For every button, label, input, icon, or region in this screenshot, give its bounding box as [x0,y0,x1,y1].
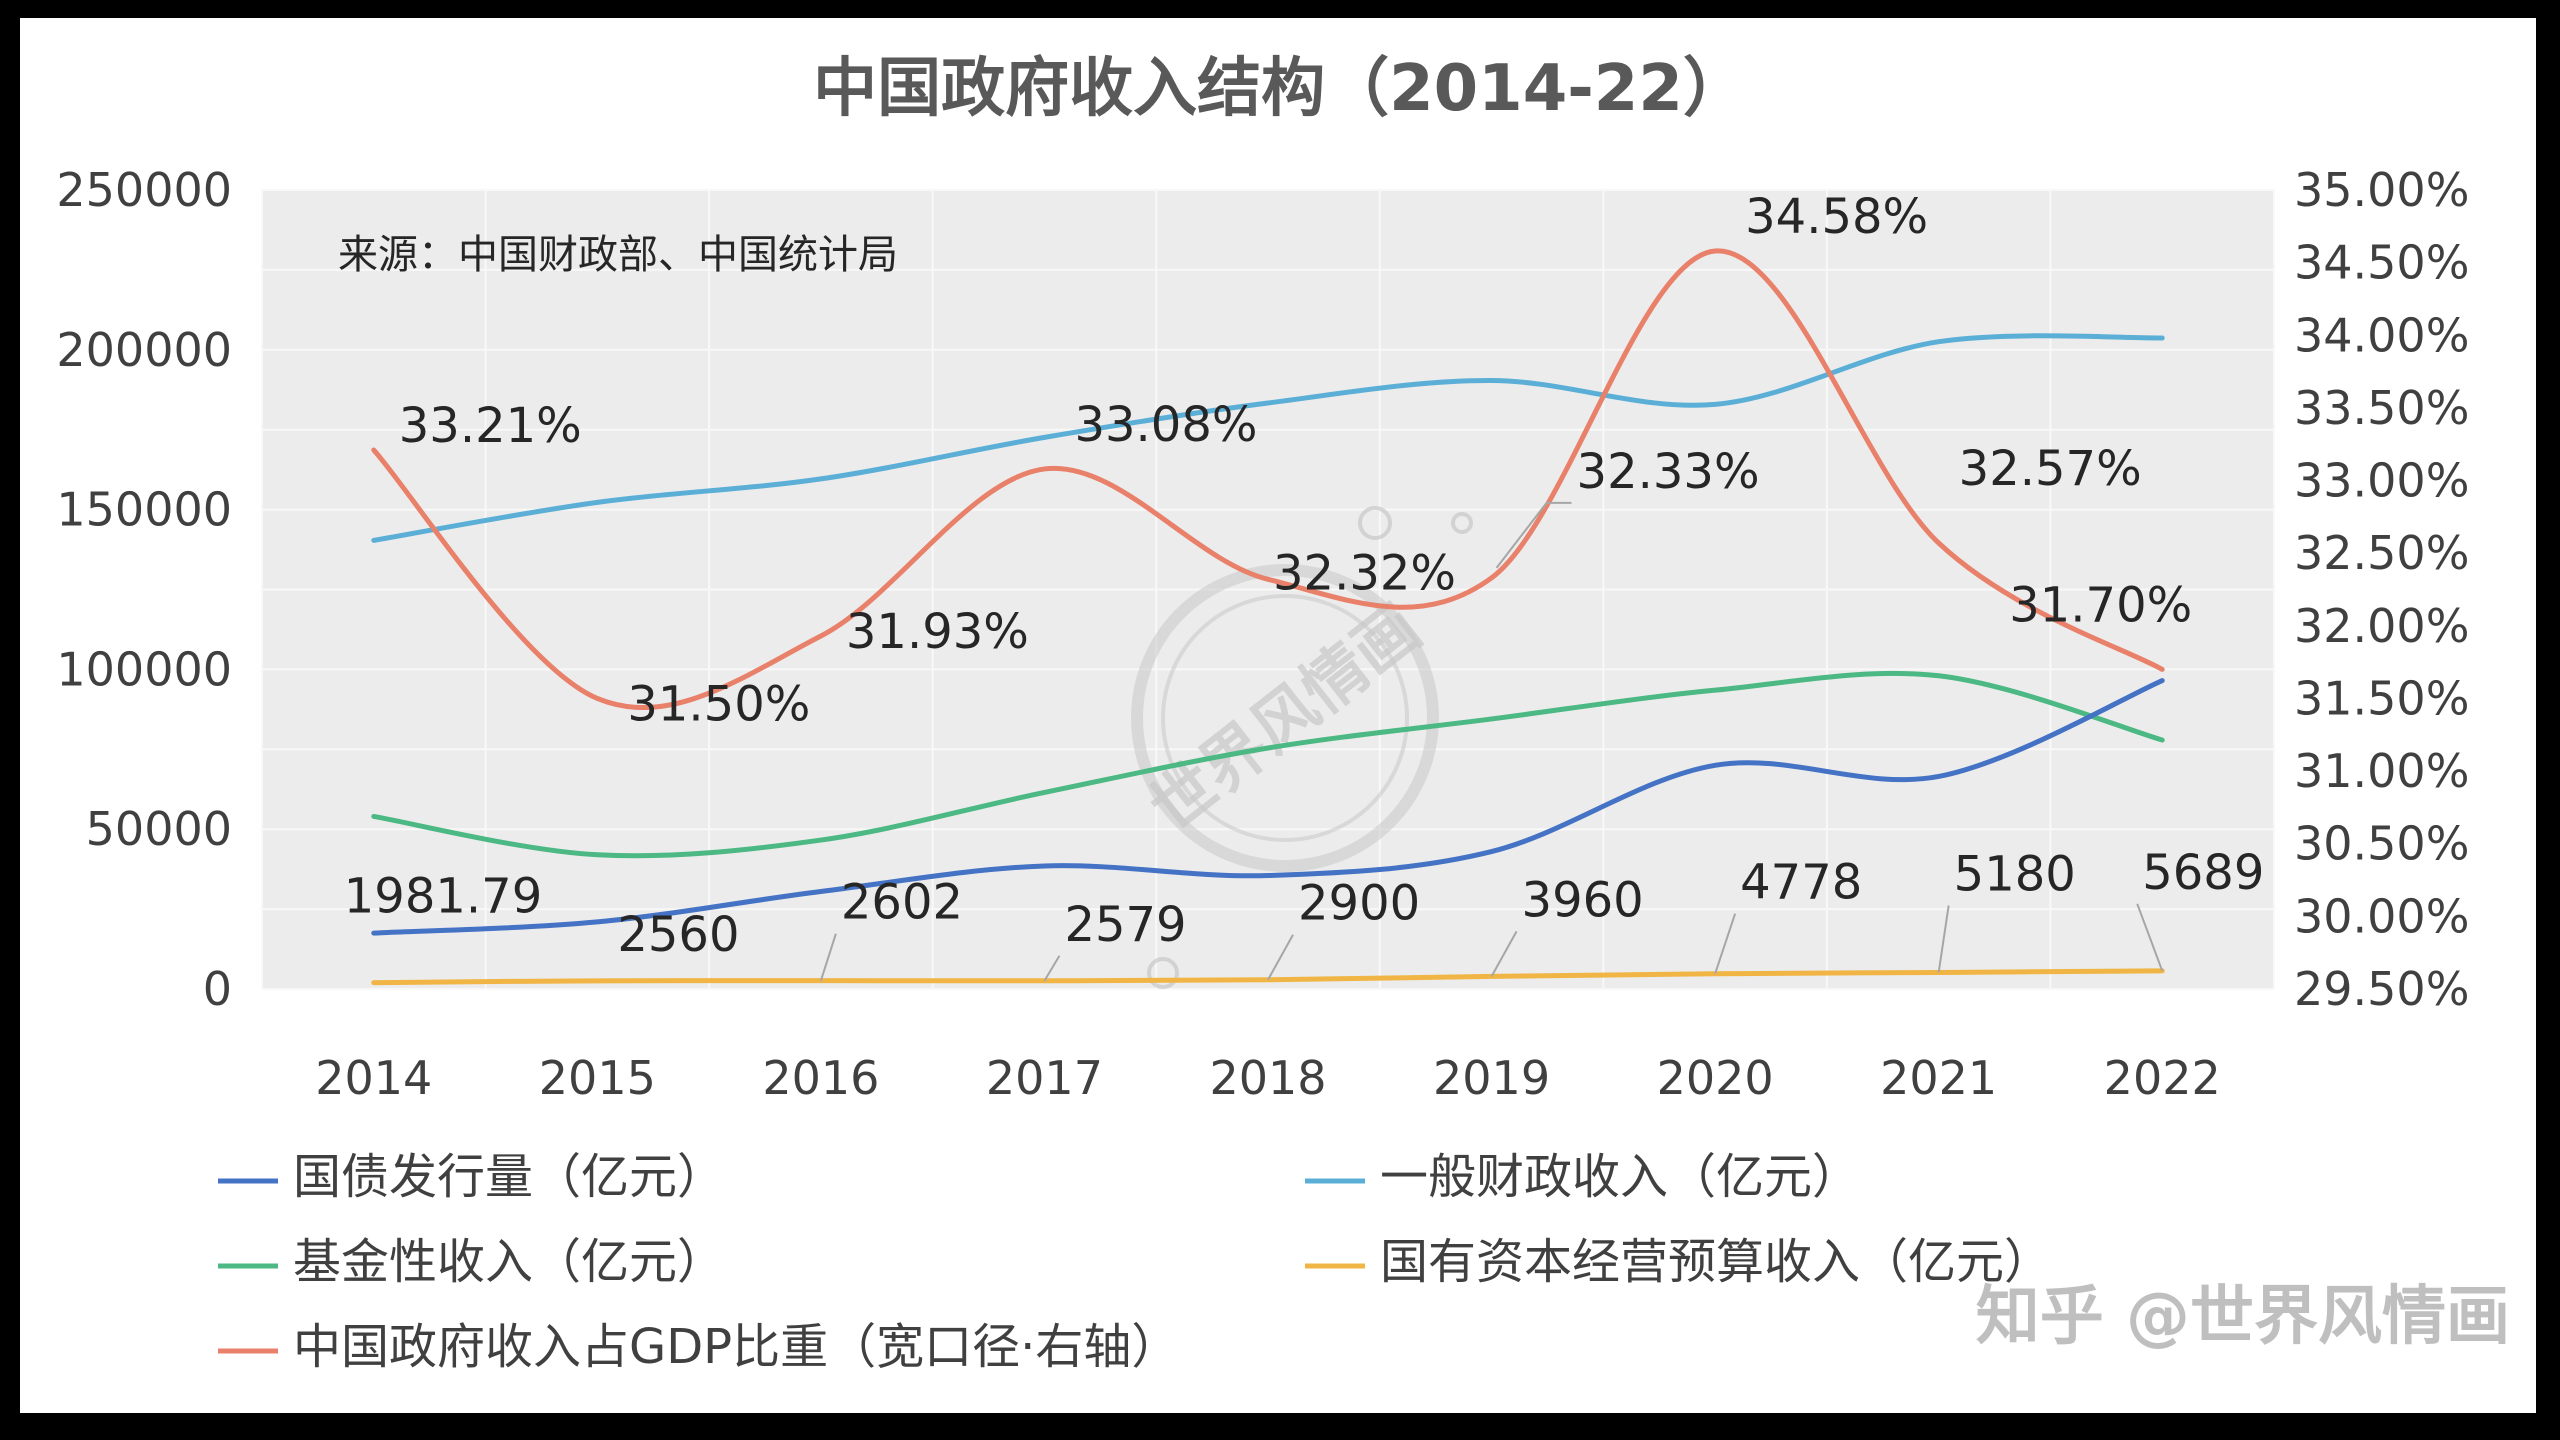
series-lines [371,248,2165,986]
stamp-dot [1451,512,1473,534]
data-label-soe: 2579 [1064,897,1186,953]
series-line-general [371,333,2165,543]
chart-canvas: 中国政府收入结构（2014-22） 0 50000 100000 150000 2000… [56,52,2510,1375]
x-tick-label: 2015 [539,1051,656,1105]
stamp-inner-ring [1161,594,1409,842]
legend-item-general: 一般财政收入（亿元） [1305,1149,1860,1205]
data-label-ratio: 32.57% [1959,441,2142,497]
x-tick-label: 2020 [1657,1051,1774,1105]
y-right-tick-label: 32.00% [2294,599,2469,653]
y-right-tick-label: 33.50% [2294,381,2469,435]
leader-line [2136,903,2164,972]
y-right-tick-label: 34.00% [2294,308,2469,362]
stamp-dot [1147,957,1179,989]
data-label-soe: 1981.79 [344,869,543,925]
series-line-soe [371,968,2165,986]
y-right-tick-label: 33.00% [2294,454,2469,508]
y-left-tick-label: 100000 [56,642,232,696]
data-label-soe: 5689 [2142,845,2264,901]
y-right-tick-label: 35.00% [2294,163,2469,217]
y-right-tick-label: 30.50% [2294,817,2469,871]
x-tick-label: 2021 [1880,1051,1997,1105]
data-label-ratio: 34.58% [1745,189,1928,245]
y-axis-right: 29.50% 30.00% 30.50% 31.00% 31.50% 32.00% 32.5… [2294,163,2469,1016]
x-tick-label: 2017 [986,1051,1103,1105]
data-label-soe: 2560 [617,907,739,963]
stamp-dot [1358,506,1392,540]
chart-panel: 中国政府收入结构（2014-22） 0 50000 100000 150000 2000… [20,18,2536,1413]
y-left-tick-label: 150000 [56,483,232,537]
legend-item-soe: 国有资本经营预算收入（亿元） [1305,1234,2052,1290]
x-tick-label: 2014 [315,1051,432,1105]
series-line-fund [371,670,2165,859]
legend-item-fund: 基金性收入（亿元） [218,1234,725,1290]
data-label-ratio: 32.32% [1273,545,1456,601]
data-label-ratio: 31.93% [846,604,1029,660]
leader-line [1490,930,1518,977]
leader-line [1043,955,1061,982]
legend-label: 基金性收入（亿元） [293,1234,725,1290]
stamp-outer-ring [1131,564,1439,872]
data-label-soe: 2900 [1298,876,1420,932]
data-label-leaders [819,501,2164,982]
data-label-ratio: 31.70% [2009,577,2192,633]
y-right-tick-label: 32.50% [2294,526,2469,580]
x-tick-label: 2016 [762,1051,879,1105]
x-tick-label: 2019 [1433,1051,1550,1105]
leader-line [1714,913,1737,975]
data-label-ratio: 33.21% [399,398,582,454]
legend: 国债发行量（亿元） 一般财政收入（亿元） 基金性收入（亿元） 国有资本经营预算收入（亿… [218,1149,2052,1375]
y-right-tick-label: 30.00% [2294,889,2469,943]
x-tick-label: 2022 [2104,1051,2221,1105]
y-left-tick-label: 250000 [56,163,232,217]
series-line-ratio [371,248,2165,710]
y-left-tick-label: 0 [203,962,232,1016]
x-tick-label: 2018 [1209,1051,1326,1105]
x-axis: 2014 2015 2016 2017 2018 2019 2020 2021 2022 [315,1051,2221,1105]
y-right-tick-label: 29.50% [2294,962,2469,1016]
y-right-tick-label: 31.00% [2294,744,2469,798]
watermark-brand: 知乎 @世界风情画 [1976,1280,2510,1354]
leader-line [819,933,837,981]
y-right-tick-label: 34.50% [2294,236,2469,290]
data-label-ratio: 33.08% [1074,397,1257,453]
leader-line [1937,905,1950,973]
data-label-soe: 5180 [1954,846,2076,902]
legend-item-ratio: 中国政府收入占GDP比重（宽口径·右轴） [218,1319,1179,1375]
legend-item-debt: 国债发行量（亿元） [218,1149,725,1205]
leader-line [1267,934,1294,981]
series-line-debt [371,678,2165,936]
y-left-tick-label: 200000 [56,323,232,377]
legend-label: 一般财政收入（亿元） [1380,1149,1860,1205]
y-right-tick-label: 31.50% [2294,671,2469,725]
legend-label: 中国政府收入占GDP比重（宽口径·右轴） [293,1319,1179,1375]
leader-line [1495,501,1572,569]
y-axis-left: 0 50000 100000 150000 200000 250000 [56,163,232,1016]
data-label-soe: 2602 [841,875,963,931]
source-note: 来源：中国财政部、中国统计局 [338,232,898,278]
data-label-ratio: 31.50% [627,676,810,732]
data-label-ratio: 32.33% [1577,444,1760,500]
legend-label: 国债发行量（亿元） [293,1149,725,1205]
data-labels: 33.21% 31.50% 31.93% 33.08% 32.32% 32.33% 34.5… [344,189,2265,963]
chart-title: 中国政府收入结构（2014-22） [813,52,1747,126]
data-label-soe: 4778 [1740,855,1862,911]
grid-lines [261,189,2275,990]
data-label-soe: 3960 [1522,872,1644,928]
y-left-tick-label: 50000 [86,802,232,856]
legend-label: 国有资本经营预算收入（亿元） [1380,1234,2052,1290]
